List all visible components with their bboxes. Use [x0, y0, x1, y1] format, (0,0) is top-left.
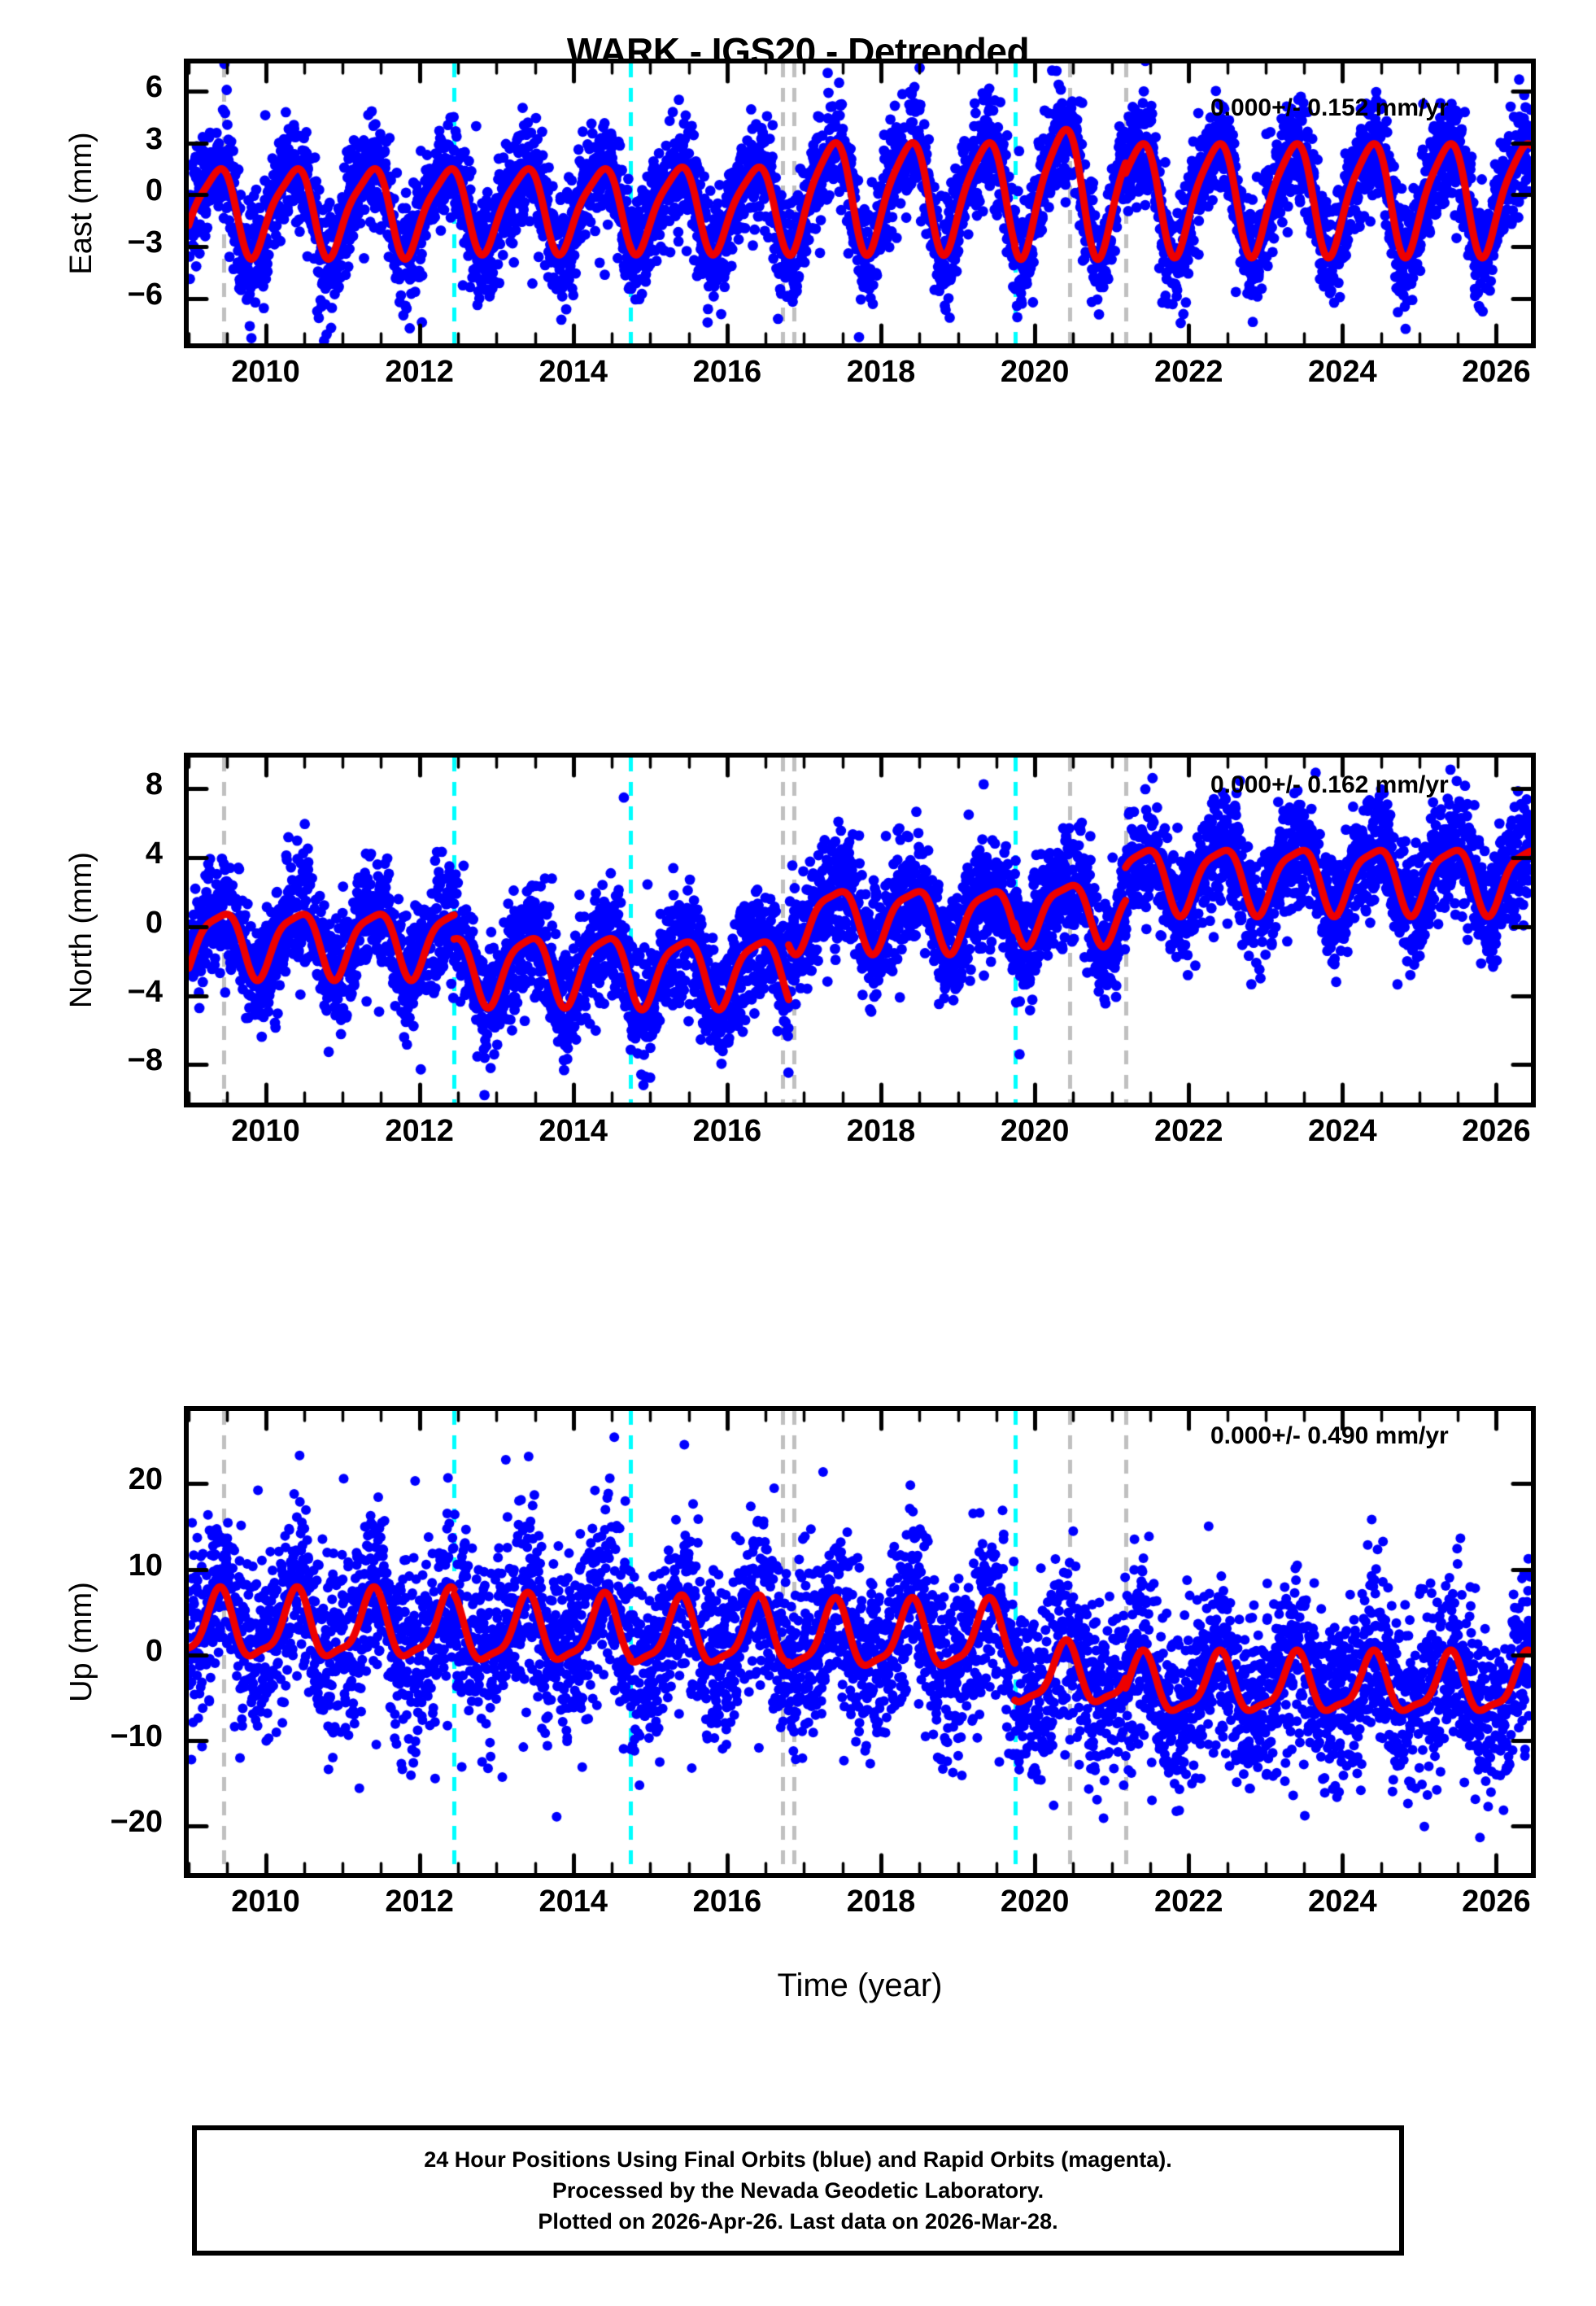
north-xtick-label: 2024	[1308, 1114, 1377, 1148]
north-xtick-label: 2018	[846, 1114, 916, 1148]
up-xtick-label: 2016	[692, 1885, 762, 1919]
east-ytick-label: 6	[145, 69, 163, 104]
up-ytick-label: 20	[128, 1462, 163, 1497]
east-xtick-label: 2020	[1000, 355, 1070, 389]
north-xtick-label: 2014	[539, 1114, 608, 1148]
east-xtick-label: 2022	[1153, 355, 1223, 389]
east-xtick-label: 2016	[692, 355, 762, 389]
east-panel-frame	[184, 59, 1536, 348]
east-ytick-label: −3	[127, 225, 163, 260]
north-ytick-label: −4	[127, 974, 163, 1009]
east-rate-label: 0.000+/- 0.152 mm/yr	[1210, 94, 1449, 121]
north-ytick-label: 4	[145, 836, 163, 871]
north-panel-frame	[184, 753, 1536, 1107]
north-xtick-label: 2010	[231, 1114, 300, 1148]
east-ytick-label: 0	[145, 173, 163, 208]
north-xtick-label: 2012	[385, 1114, 454, 1148]
up-xtick-label: 2024	[1308, 1885, 1377, 1919]
north-xtick-label: 2026	[1462, 1114, 1531, 1148]
up-ytick-label: −20	[110, 1805, 163, 1840]
up-xtick-label: 2012	[385, 1885, 454, 1919]
east-xtick-label: 2026	[1462, 355, 1531, 389]
north-panel	[184, 753, 1536, 1107]
north-rate-label: 0.000+/- 0.162 mm/yr	[1210, 771, 1449, 798]
north-xtick-label: 2020	[1000, 1114, 1070, 1148]
up-plot-canvas	[189, 1411, 1531, 1873]
north-plot-canvas	[189, 758, 1531, 1103]
up-rate-label: 0.000+/- 0.490 mm/yr	[1210, 1422, 1449, 1449]
up-xtick-label: 2010	[231, 1885, 300, 1919]
up-xtick-label: 2014	[539, 1885, 608, 1919]
footer-line-3: Plotted on 2026-Apr-26. Last data on 202…	[538, 2209, 1058, 2234]
north-xtick-label: 2022	[1153, 1114, 1223, 1148]
east-xtick-label: 2012	[385, 355, 454, 389]
north-ytick-label: 8	[145, 767, 163, 802]
up-xtick-label: 2018	[846, 1885, 916, 1919]
footer-note-box: 24 Hour Positions Using Final Orbits (bl…	[192, 2125, 1404, 2256]
up-panel	[184, 1406, 1536, 1878]
up-panel-frame	[184, 1406, 1536, 1878]
east-xtick-label: 2010	[231, 355, 300, 389]
up-ytick-label: −10	[110, 1719, 163, 1754]
east-ytick-label: 3	[145, 121, 163, 156]
north-xtick-label: 2016	[692, 1114, 762, 1148]
east-ytick-label: −6	[127, 277, 163, 312]
x-axis-title: Time (year)	[777, 1968, 943, 2003]
east-plot-canvas	[189, 63, 1531, 343]
up-ytick-label: 0	[145, 1633, 163, 1668]
north-ytick-label: 0	[145, 905, 163, 940]
east-xtick-label: 2024	[1308, 355, 1377, 389]
up-xtick-label: 2020	[1000, 1885, 1070, 1919]
up-xtick-label: 2022	[1153, 1885, 1223, 1919]
east-xtick-label: 2018	[846, 355, 916, 389]
up-xtick-label: 2026	[1462, 1885, 1531, 1919]
east-panel	[184, 59, 1536, 348]
east-xtick-label: 2014	[539, 355, 608, 389]
up-ytick-label: 10	[128, 1548, 163, 1583]
footer-line-2: Processed by the Nevada Geodetic Laborat…	[552, 2177, 1044, 2203]
footer-line-1: 24 Hour Positions Using Final Orbits (bl…	[424, 2147, 1172, 2172]
north-ytick-label: −8	[127, 1043, 163, 1078]
